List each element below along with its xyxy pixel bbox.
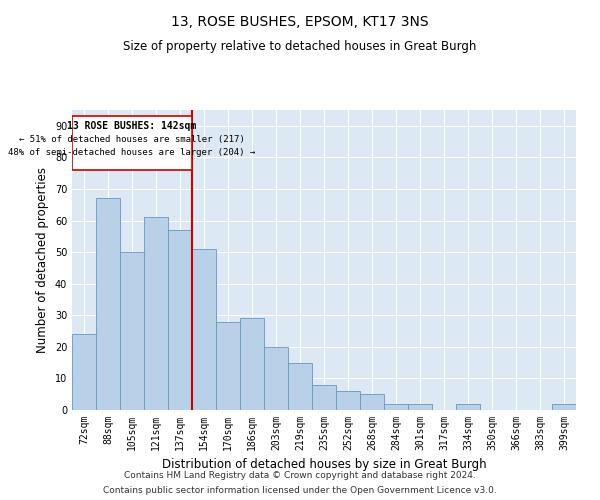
Bar: [336, 391, 360, 410]
Text: 48% of semi-detached houses are larger (204) →: 48% of semi-detached houses are larger (…: [8, 148, 256, 157]
X-axis label: Distribution of detached houses by size in Great Burgh: Distribution of detached houses by size …: [161, 458, 487, 471]
Bar: [384, 404, 408, 410]
Bar: [288, 362, 312, 410]
Bar: [264, 347, 288, 410]
Bar: [312, 384, 336, 410]
Text: 13, ROSE BUSHES, EPSOM, KT17 3NS: 13, ROSE BUSHES, EPSOM, KT17 3NS: [171, 15, 429, 29]
Bar: [456, 404, 480, 410]
Bar: [168, 230, 192, 410]
Bar: [408, 404, 432, 410]
Text: Size of property relative to detached houses in Great Burgh: Size of property relative to detached ho…: [124, 40, 476, 53]
Bar: [144, 218, 168, 410]
FancyBboxPatch shape: [72, 116, 192, 170]
Bar: [192, 249, 216, 410]
Text: ← 51% of detached houses are smaller (217): ← 51% of detached houses are smaller (21…: [19, 136, 245, 144]
Y-axis label: Number of detached properties: Number of detached properties: [36, 167, 49, 353]
Text: Contains public sector information licensed under the Open Government Licence v3: Contains public sector information licen…: [103, 486, 497, 495]
Bar: [552, 404, 576, 410]
Bar: [216, 322, 240, 410]
Bar: [120, 252, 144, 410]
Bar: [360, 394, 384, 410]
Bar: [96, 198, 120, 410]
Text: 13 ROSE BUSHES: 142sqm: 13 ROSE BUSHES: 142sqm: [67, 121, 197, 131]
Text: Contains HM Land Registry data © Crown copyright and database right 2024.: Contains HM Land Registry data © Crown c…: [124, 471, 476, 480]
Bar: [240, 318, 264, 410]
Bar: [72, 334, 96, 410]
